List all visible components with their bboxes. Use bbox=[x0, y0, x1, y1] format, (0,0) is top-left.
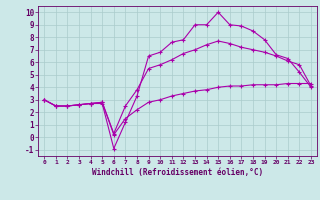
X-axis label: Windchill (Refroidissement éolien,°C): Windchill (Refroidissement éolien,°C) bbox=[92, 168, 263, 177]
